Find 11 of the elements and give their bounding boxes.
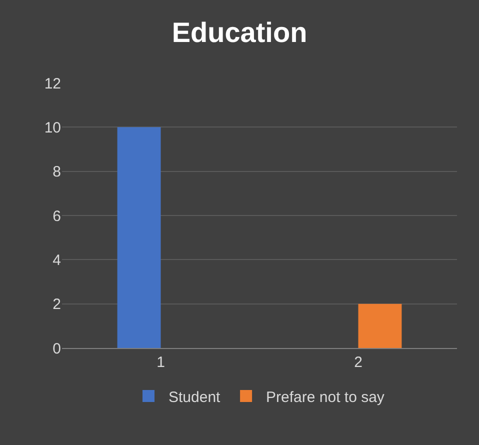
legend-label: Prefare not to say bbox=[266, 388, 385, 406]
y-tick-label: 12 bbox=[44, 75, 61, 92]
y-tick-label: 4 bbox=[52, 252, 61, 269]
legend-label: Student bbox=[168, 388, 222, 406]
chart-title: Education bbox=[172, 16, 308, 48]
y-tick-label: 0 bbox=[52, 340, 61, 358]
y-tick-label: 6 bbox=[52, 208, 61, 225]
y-tick-label: 8 bbox=[52, 164, 61, 181]
y-tick-label: 2 bbox=[52, 296, 61, 314]
y-tick-label: 10 bbox=[44, 119, 61, 136]
x-tick-label: 1 bbox=[156, 354, 165, 371]
